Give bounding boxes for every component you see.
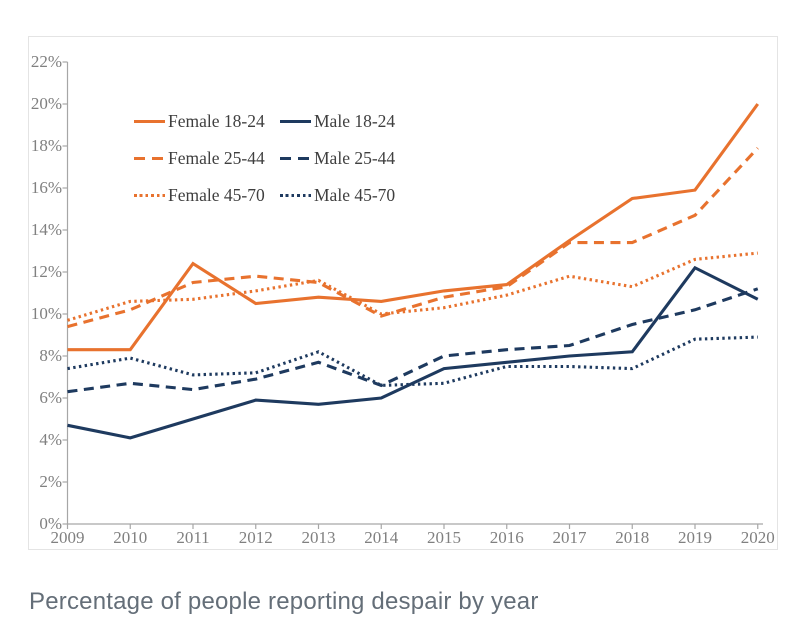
y-axis-tick-label: 6% xyxy=(39,388,62,407)
y-axis-tick-label: 10% xyxy=(30,304,62,323)
x-axis-tick-label: 2009 xyxy=(50,528,85,547)
legend-label: Male 18-24 xyxy=(314,111,396,131)
x-axis-tick-label: 2018 xyxy=(615,528,650,547)
legend-swatch-dashed xyxy=(280,156,311,161)
y-axis-tick-label: 2% xyxy=(39,472,62,491)
y-axis-tick-label: 12% xyxy=(30,262,62,281)
y-axis-tick-label: 4% xyxy=(39,430,62,449)
legend-swatch-dotted xyxy=(134,193,165,198)
x-axis-tick-label: 2012 xyxy=(238,528,273,547)
x-axis-tick-label: 2011 xyxy=(176,528,210,547)
y-axis-tick-label: 16% xyxy=(30,178,62,197)
x-axis-tick-label: 2019 xyxy=(678,528,712,547)
legend-item-female-25-44: Female 25-44 xyxy=(134,140,280,177)
y-axis-tick-label: 8% xyxy=(39,346,62,365)
chart-legend: Female 18-24 Male 18-24 Female 25-44 Male 2… xyxy=(134,103,395,214)
legend-item-male-25-44: Male 25-44 xyxy=(280,140,395,177)
legend-swatch-dashed xyxy=(134,156,165,161)
y-axis-tick-label: 0% xyxy=(39,514,62,533)
y-axis-tick-label: 18% xyxy=(30,136,62,155)
y-axis-tick-label: 22% xyxy=(30,52,62,71)
legend-swatch-dotted xyxy=(280,193,311,198)
legend-label: Female 25-44 xyxy=(168,148,265,168)
x-axis-tick-label: 2010 xyxy=(113,528,148,547)
legend-label: Male 25-44 xyxy=(314,148,396,168)
x-axis-tick-label: 2013 xyxy=(301,528,336,547)
x-axis-tick-label: 2015 xyxy=(427,528,461,547)
x-axis-tick-label: 2017 xyxy=(552,528,587,547)
chart-caption: Percentage of people reporting despair b… xyxy=(29,588,539,615)
legend-swatch-solid xyxy=(134,119,165,124)
y-axis-tick-label: 14% xyxy=(30,220,62,239)
y-axis-tick-label: 20% xyxy=(30,94,62,113)
x-axis-tick-label: 2016 xyxy=(489,528,524,547)
x-axis-tick-label: 2014 xyxy=(364,528,399,547)
legend-label: Female 45-70 xyxy=(168,185,265,205)
legend-item-female-18-24: Female 18-24 xyxy=(134,103,280,140)
legend-label: Male 45-70 xyxy=(314,185,396,205)
legend-swatch-solid xyxy=(280,119,311,124)
legend-item-female-45-70: Female 45-70 xyxy=(134,177,280,214)
legend-label: Female 18-24 xyxy=(168,111,265,131)
x-axis-tick-label: 2020 xyxy=(740,528,775,547)
legend-item-male-45-70: Male 45-70 xyxy=(280,177,395,214)
legend-item-male-18-24: Male 18-24 xyxy=(280,103,395,140)
